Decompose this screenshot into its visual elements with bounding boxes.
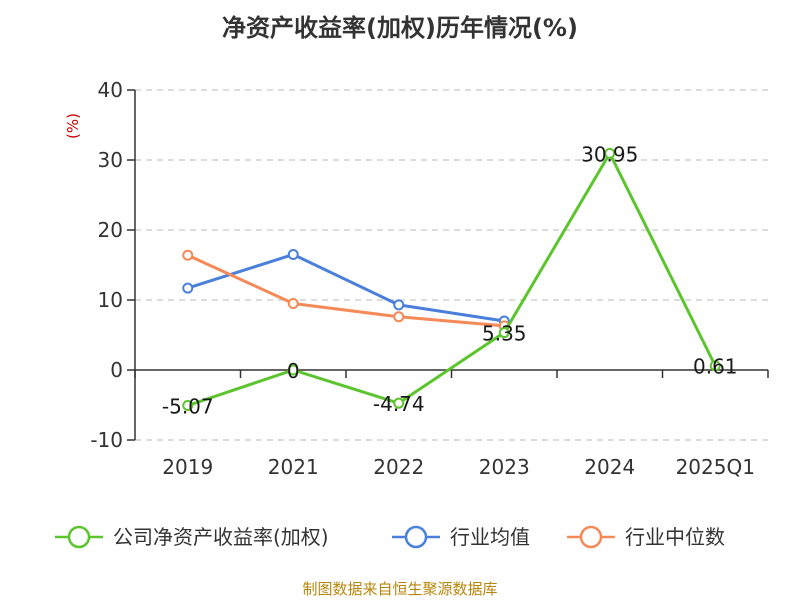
data-label: 5.35 [482,322,527,346]
x-tick-label: 2024 [584,455,635,479]
series-line-1 [187,253,505,323]
x-tick-label: 2025Q1 [676,455,755,479]
x-tick-label: 2019 [162,455,213,479]
series-lines [182,147,721,411]
y-tick-label: 20 [98,218,123,242]
y-tick-label: 30 [98,148,123,172]
legend-label: 行业均值 [450,525,530,549]
legend-label: 公司净资产收益率(加权) [113,525,329,549]
legend-marker [404,525,428,549]
legend[interactable]: 公司净资产收益率(加权) 行业均值 行业中位数 [55,525,725,549]
data-point [287,249,299,260]
y-tick-label: 40 [98,78,123,102]
data-label: 0.61 [693,355,738,379]
data-point [287,364,299,376]
data-point [182,282,194,294]
data-point [182,399,194,411]
x-tick-label: 2021 [268,455,319,479]
legend-marker [579,525,603,549]
data-point [393,397,405,409]
y-tick-label: 0 [110,358,123,382]
x-tick-label: 2023 [479,455,530,479]
legend-item-2[interactable]: 行业中位数 [567,525,725,549]
x-tick-label: 2022 [373,455,424,479]
data-label: -4.74 [373,392,425,416]
y-tick-label: -10 [90,428,123,452]
data-point [604,147,616,159]
series-line-0 [187,151,717,407]
data-label: 30.95 [581,142,638,166]
data-point [287,298,299,309]
series-line-2 [187,253,505,328]
data-point [393,311,405,323]
axes: -10 0 10 20 30 40 2019 2021 2022 2023 2024 2025Q1 [90,78,769,479]
y-axis-unit-label: (%) [64,113,82,139]
data-label: -5.07 [162,394,214,418]
legend-item-1[interactable]: 行业均值 [392,525,530,549]
chart-title: 净资产收益率(加权)历年情况(%) [222,14,578,42]
data-source-note: 制图数据来自恒生聚源数据库 [302,580,497,598]
data-point [498,327,510,339]
data-point [709,360,721,372]
gridlines [135,89,768,441]
data-point [182,249,194,261]
legend-marker [67,525,91,549]
data-label: 0 [287,359,300,383]
legend-label: 行业中位数 [625,525,725,549]
y-tick-label: 10 [98,288,123,312]
data-labels: -5.07 0 -4.74 5.35 30.95 0.61 [162,142,738,418]
legend-item-0[interactable]: 公司净资产收益率(加权) [55,525,329,549]
data-point [393,299,405,311]
